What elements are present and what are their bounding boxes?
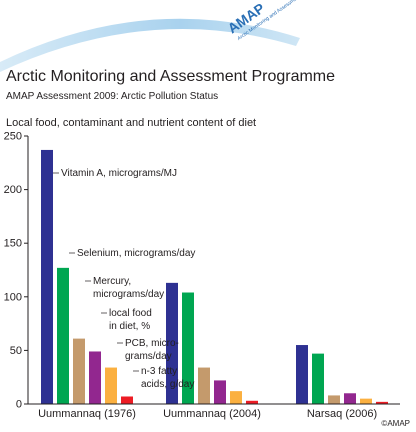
series-label: Vitamin A, micrograms/MJ <box>61 168 177 179</box>
bar <box>182 292 194 404</box>
bar <box>344 393 356 404</box>
y-tick-label: 250 <box>4 131 22 143</box>
bar <box>328 395 340 404</box>
bar <box>198 367 210 404</box>
series-label: Selenium, micrograms/day <box>77 248 195 259</box>
bar <box>360 398 372 404</box>
bar <box>230 391 242 404</box>
series-label: local food in diet, % <box>109 308 152 332</box>
series-label: n-3 fatty acids, g/day <box>141 366 194 390</box>
x-tick-label: Uummannaq (2004) <box>163 408 261 420</box>
x-tick-label: Uummannaq (1976) <box>38 408 136 420</box>
series-label: Mercury, micrograms/day <box>93 276 164 300</box>
x-tick-label: Narsaq (2006) <box>307 408 377 420</box>
bar <box>214 380 226 404</box>
y-tick-label: 50 <box>10 345 22 357</box>
chart-title: Local food, contaminant and nutrient con… <box>6 117 256 129</box>
y-tick-label: 100 <box>4 291 22 303</box>
page-subtitle: AMAP Assessment 2009: Arctic Pollution S… <box>6 91 218 102</box>
bar <box>121 396 133 404</box>
bar <box>89 351 101 404</box>
bar <box>296 345 308 404</box>
copyright: ©AMAP <box>381 419 410 428</box>
y-tick-label: 150 <box>4 238 22 250</box>
bar <box>166 282 178 404</box>
logo-arc <box>0 18 300 72</box>
bar <box>376 401 388 404</box>
bar <box>105 367 117 404</box>
bar <box>57 267 69 404</box>
series-label: PCB, micro-grams/day <box>125 338 179 362</box>
page-title: Arctic Monitoring and Assessment Program… <box>6 68 335 85</box>
bar <box>73 338 85 404</box>
bar <box>41 149 53 404</box>
bar <box>246 400 258 404</box>
y-tick-label: 200 <box>4 184 22 196</box>
y-tick-label: 0 <box>16 399 22 411</box>
bar <box>312 353 324 404</box>
